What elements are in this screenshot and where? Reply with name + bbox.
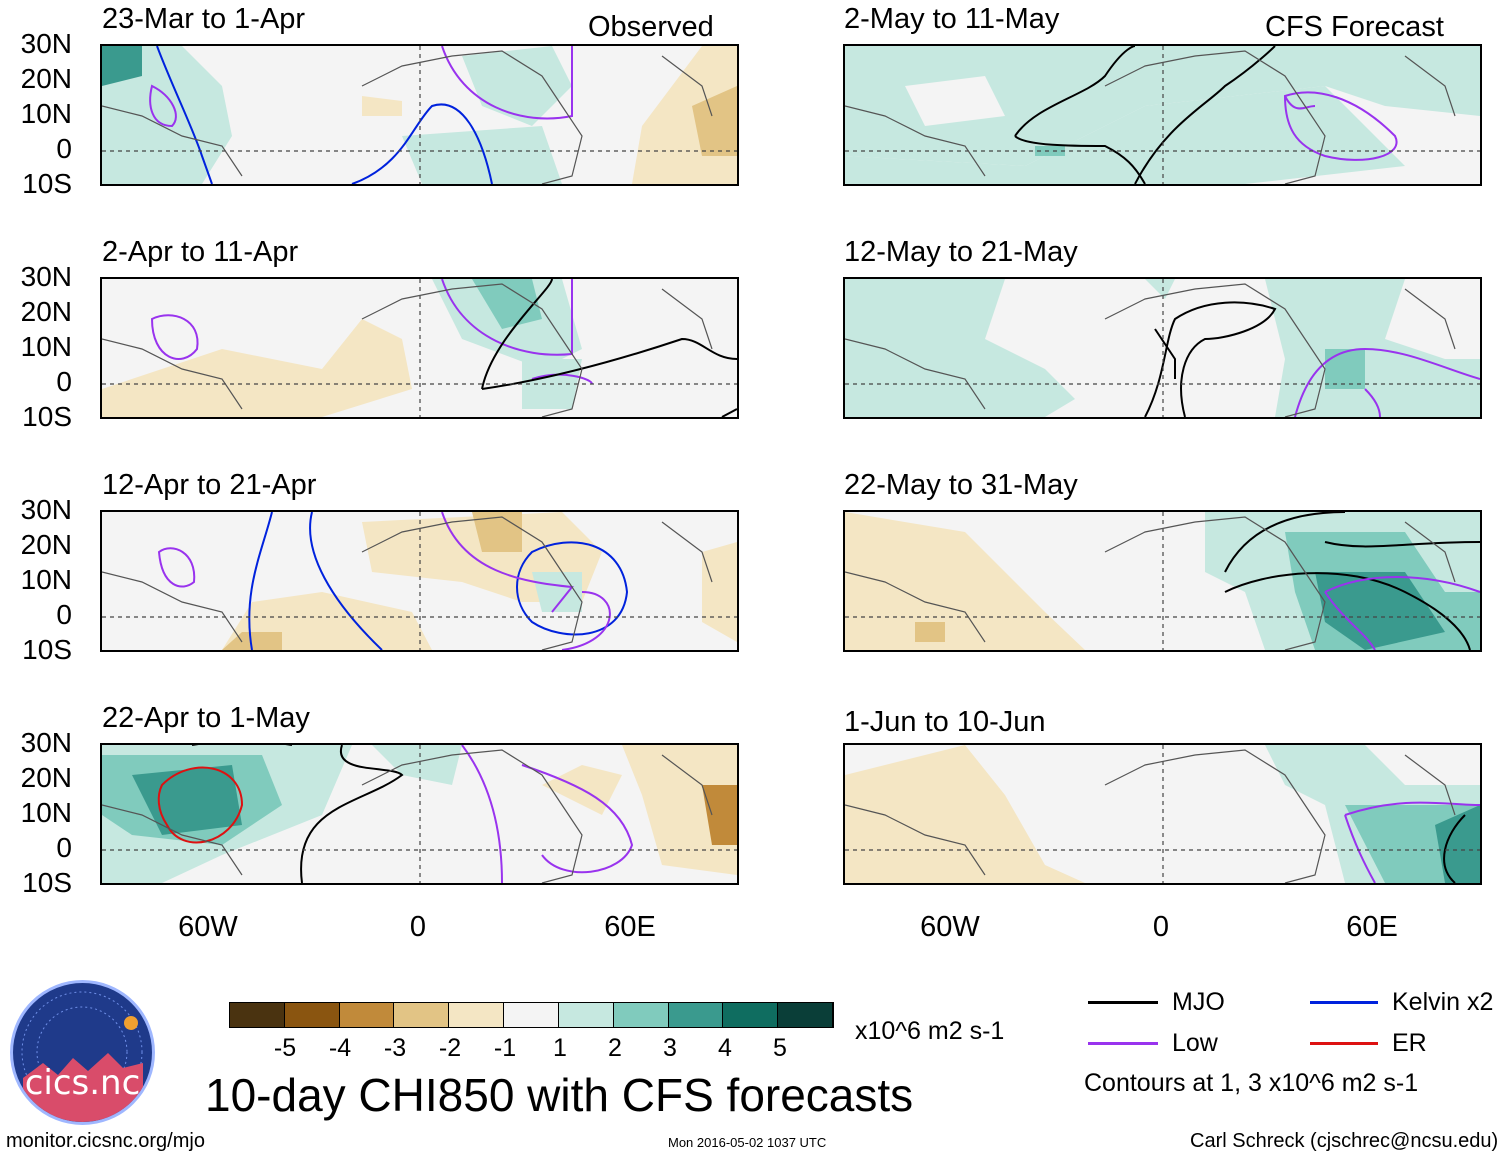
colorbar-tick: -4 [328,1034,352,1062]
lat-label-10n: 10N [20,564,72,595]
colorbar-tick: 2 [608,1034,622,1062]
lon-label-60e: 60E [1346,911,1398,943]
map-panel-obs-2 [100,277,739,419]
colorbar-tick: 4 [718,1034,732,1062]
legend-note: Contours at 1, 3 x10^6 m2 s-1 [1084,1069,1419,1097]
colorbar-swatch [558,1003,614,1027]
colorbar-tick: -2 [438,1034,462,1062]
legend-label-er: ER [1392,1029,1427,1057]
panel-title-fcst-3: 22-May to 31-May [844,469,1078,501]
lat-label-20n: 20N [20,296,72,327]
lon-label-0: 0 [1152,911,1170,943]
lon-label-60w: 60W [178,911,238,943]
lat-label-10n: 10N [20,331,72,362]
cfs-forecast-label: CFS Forecast [1265,11,1444,43]
colorbar-tick: 3 [663,1034,677,1062]
footer-credit: Carl Schreck (cjschrec@ncsu.edu) [1190,1130,1499,1152]
lat-label-30n: 30N [20,28,72,59]
colorbar-tick: 1 [553,1034,567,1062]
legend-line-kelvin [1310,1001,1378,1004]
colorbar-swatch [230,1003,285,1027]
footer-url[interactable]: monitor.cicsnc.org/mjo [6,1130,205,1152]
legend-line-mjo [1088,1001,1158,1004]
map-panel-fcst-3 [843,510,1482,652]
colorbar-swatch [613,1003,669,1027]
lat-label-0: 0 [56,599,72,630]
observed-label: Observed [588,11,714,43]
legend-label-low: Low [1172,1029,1218,1057]
lon-label-60e: 60E [604,911,656,943]
map-panel-fcst-1 [843,44,1482,186]
colorbar-tick: -1 [493,1034,517,1062]
panel-title-obs-2: 2-Apr to 11-Apr [102,236,299,268]
lat-label-20n: 20N [20,63,72,94]
colorbar-swatch [284,1003,340,1027]
footer-timestamp: Mon 2016-05-02 1037 UTC [668,1135,827,1150]
colorbar-tick: -5 [273,1034,297,1062]
lat-label-0: 0 [56,832,72,863]
lat-label-20n: 20N [20,762,72,793]
lat-label-30n: 30N [20,261,72,292]
lat-label-30n: 30N [20,494,72,525]
map-panel-fcst-2 [843,277,1482,419]
lat-label-10n: 10N [20,98,72,129]
colorbar-swatch [449,1003,505,1027]
panel-title-obs-3: 12-Apr to 21-Apr [102,469,317,501]
lat-label-0: 0 [56,366,72,397]
lat-label-10s: 10S [22,401,72,432]
panel-title-fcst-1: 2-May to 11-May [844,3,1060,35]
lat-label-0: 0 [56,133,72,164]
panel-title-fcst-4: 1-Jun to 10-Jun [844,706,1046,738]
colorbar-swatch [778,1003,833,1027]
legend-line-low [1088,1042,1158,1045]
panel-title-obs-4: 22-Apr to 1-May [102,702,310,734]
map-panel-obs-4 [100,743,739,885]
lat-label-10n: 10N [20,797,72,828]
colorbar-tick: 5 [773,1034,787,1062]
colorbar [229,1002,834,1028]
map-panel-obs-1 [100,44,739,186]
colorbar-swatch [668,1003,724,1027]
colorbar-swatch [723,1003,779,1027]
colorbar-tick: -3 [383,1034,407,1062]
lon-label-60w: 60W [920,911,980,943]
logo-text: cics.nc [24,1063,141,1103]
colorbar-units: x10^6 m2 s-1 [855,1017,1005,1045]
colorbar-swatch [339,1003,395,1027]
colorbar-swatch [504,1003,559,1027]
lon-label-0: 0 [409,911,427,943]
lat-label-10s: 10S [22,168,72,199]
lat-label-20n: 20N [20,529,72,560]
lat-label-10s: 10S [22,867,72,898]
main-title: 10-day CHI850 with CFS forecasts [205,1069,914,1121]
map-panel-obs-3 [100,510,739,652]
legend-label-mjo: MJO [1172,988,1225,1016]
panel-title-fcst-2: 12-May to 21-May [844,236,1078,268]
cics-logo: cics.nc [10,980,155,1125]
legend-line-er [1310,1042,1378,1045]
legend-label-kelvin: Kelvin x2 [1392,988,1494,1016]
map-panel-fcst-4 [843,743,1482,885]
lat-label-30n: 30N [20,727,72,758]
colorbar-swatch [394,1003,450,1027]
panel-title-obs-1: 23-Mar to 1-Apr [102,3,306,35]
lat-label-10s: 10S [22,634,72,665]
